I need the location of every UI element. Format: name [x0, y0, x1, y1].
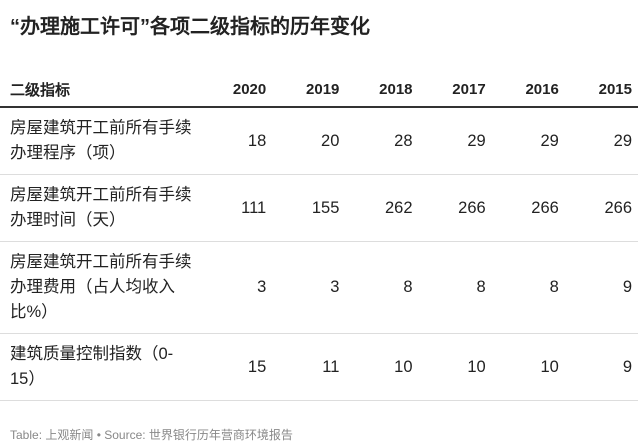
cell: 10	[345, 333, 419, 401]
cell: 8	[491, 241, 565, 334]
header-cell: 2015	[564, 72, 638, 108]
header-cell: 2017	[418, 72, 492, 108]
table-row: 房屋建筑开工前所有手续办理时间（天） 111 155 262 266 266 266	[0, 174, 638, 242]
cell: 29	[564, 107, 638, 175]
cell: 18	[199, 107, 273, 175]
table-row: 房屋建筑开工前所有手续办理费用（占人均收入比%） 3 3 8 8 8 9	[0, 241, 638, 334]
table-head: 二级指标 2020 2019 2018 2017 2016 2015	[0, 72, 638, 108]
cell: 29	[418, 107, 492, 175]
cell: 10	[418, 333, 492, 401]
cell: 3	[272, 241, 346, 334]
cell: 9	[564, 241, 638, 334]
header-cell: 2019	[272, 72, 346, 108]
header-cell: 2016	[491, 72, 565, 108]
cell: 155	[272, 174, 346, 242]
row-label: 建筑质量控制指数（0-15）	[0, 333, 200, 401]
table-row: 建筑质量控制指数（0-15） 15 11 10 10 10 9	[0, 333, 638, 401]
cell: 9	[564, 333, 638, 401]
cell: 3	[199, 241, 273, 334]
title: “办理施工许可”各项二级指标的历年变化	[10, 16, 370, 38]
footer: Table: 上观新闻 • Source: 世界银行历年营商环境报告	[10, 428, 293, 442]
cell: 266	[418, 174, 492, 242]
header-cell: 2018	[345, 72, 419, 108]
cell: 266	[491, 174, 565, 242]
cell: 20	[272, 107, 346, 175]
row-label: 房屋建筑开工前所有手续办理费用（占人均收入比%）	[0, 241, 200, 334]
header-row: 二级指标 2020 2019 2018 2017 2016 2015	[0, 72, 638, 108]
cell: 266	[564, 174, 638, 242]
cell: 29	[491, 107, 565, 175]
table-body: 房屋建筑开工前所有手续办理程序（项） 18 20 28 29 29 29 房屋建筑开工前所有手…	[0, 107, 638, 401]
table: 二级指标 2020 2019 2018 2017 2016 2015 房屋建筑开工前所有手续…	[0, 72, 638, 401]
header-cell: 2020	[199, 72, 273, 108]
cell: 8	[418, 241, 492, 334]
cell: 28	[345, 107, 419, 175]
row-label: 房屋建筑开工前所有手续办理程序（项）	[0, 107, 200, 175]
cell: 11	[272, 333, 346, 401]
cell: 8	[345, 241, 419, 334]
cell: 111	[199, 174, 273, 242]
row-label: 房屋建筑开工前所有手续办理时间（天）	[0, 174, 200, 242]
table-row: 房屋建筑开工前所有手续办理程序（项） 18 20 28 29 29 29	[0, 107, 638, 175]
cell: 15	[199, 333, 273, 401]
header-cell: 二级指标	[0, 72, 200, 108]
cell: 10	[491, 333, 565, 401]
cell: 262	[345, 174, 419, 242]
